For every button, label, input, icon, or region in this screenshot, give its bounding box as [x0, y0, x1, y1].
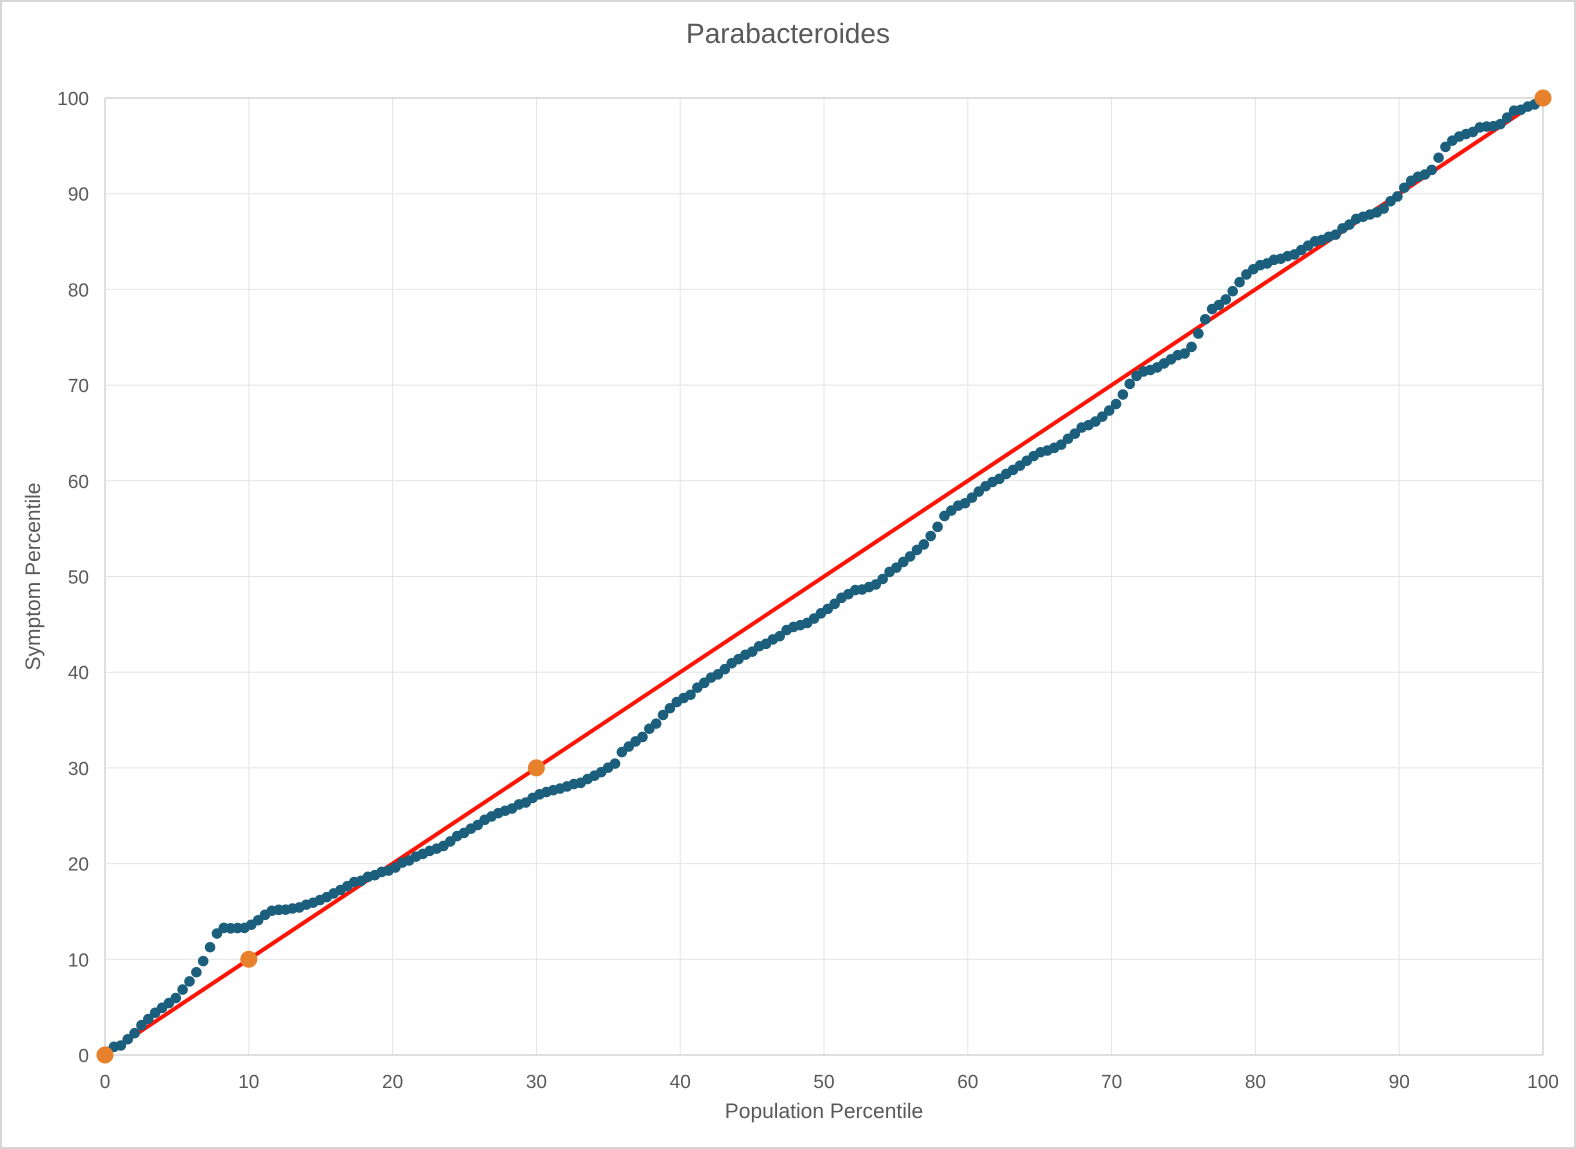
- svg-text:50: 50: [68, 568, 89, 589]
- svg-text:100: 100: [57, 89, 89, 110]
- svg-text:30: 30: [526, 1072, 547, 1093]
- svg-text:Population Percentile: Population Percentile: [725, 1100, 923, 1123]
- svg-text:60: 60: [957, 1072, 978, 1093]
- svg-text:40: 40: [670, 1072, 691, 1093]
- svg-text:90: 90: [68, 185, 89, 206]
- svg-text:0: 0: [78, 1046, 89, 1067]
- svg-text:10: 10: [238, 1072, 259, 1093]
- svg-text:30: 30: [68, 759, 89, 780]
- svg-text:10: 10: [68, 950, 89, 971]
- svg-text:70: 70: [1101, 1072, 1122, 1093]
- svg-text:100: 100: [1527, 1072, 1559, 1093]
- svg-text:90: 90: [1389, 1072, 1410, 1093]
- svg-text:20: 20: [382, 1072, 403, 1093]
- svg-text:80: 80: [1245, 1072, 1266, 1093]
- svg-text:60: 60: [68, 472, 89, 493]
- svg-text:50: 50: [813, 1072, 834, 1093]
- svg-text:70: 70: [68, 376, 89, 397]
- svg-text:80: 80: [68, 280, 89, 301]
- svg-text:Symptom Percentile: Symptom Percentile: [22, 483, 45, 671]
- svg-text:20: 20: [68, 855, 89, 876]
- svg-text:0: 0: [100, 1072, 111, 1093]
- svg-text:40: 40: [68, 663, 89, 684]
